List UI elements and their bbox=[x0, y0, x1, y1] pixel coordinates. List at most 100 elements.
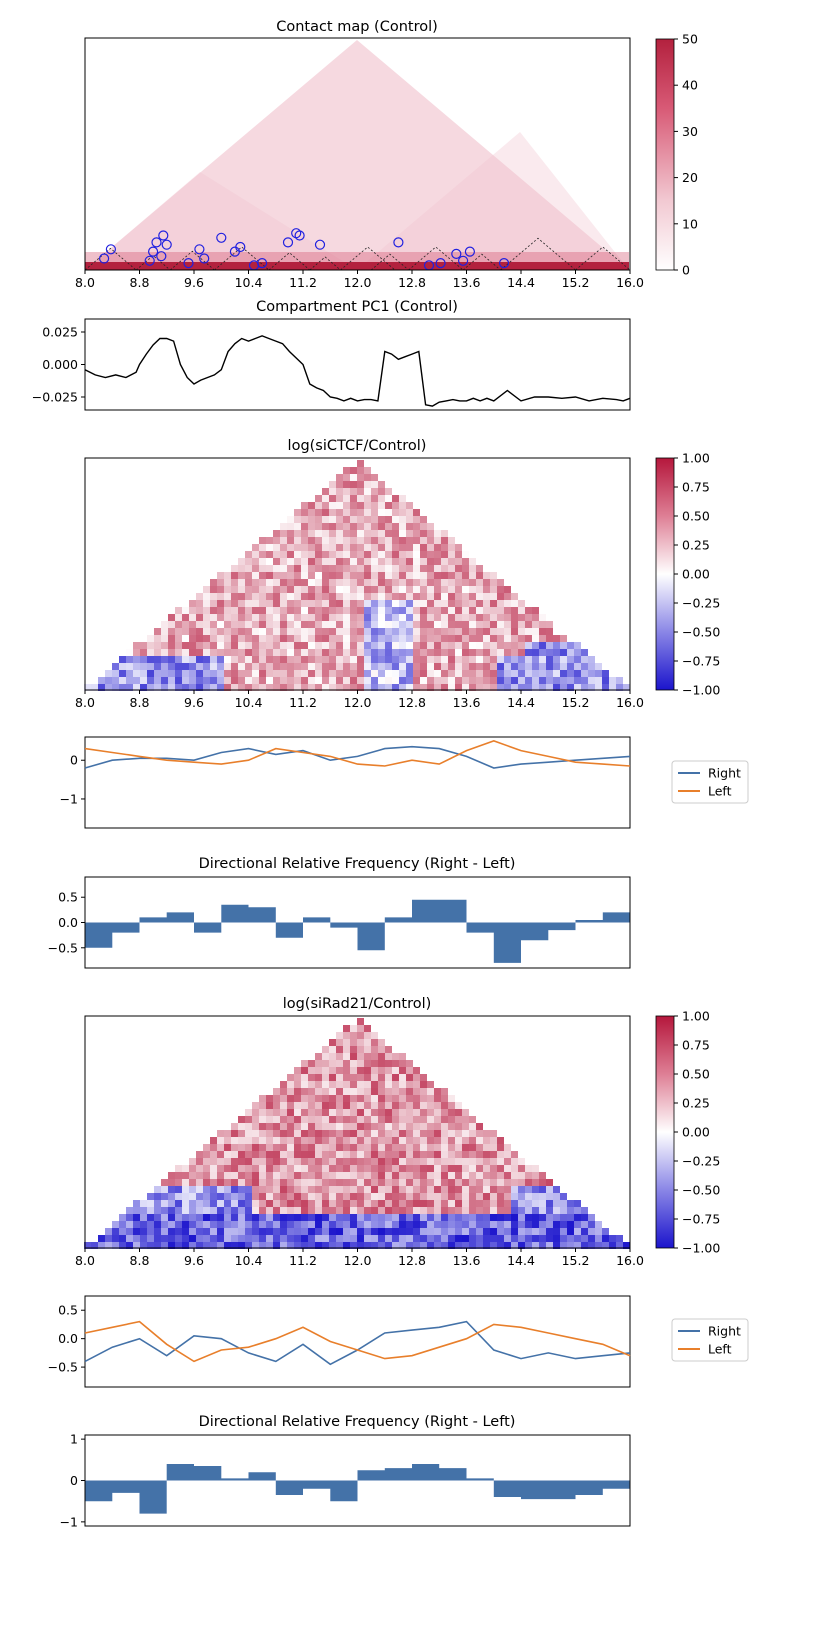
heatmap-cell bbox=[567, 642, 574, 649]
heatmap-cell bbox=[336, 1179, 343, 1186]
heatmap-cell bbox=[308, 544, 315, 551]
heatmap-cell bbox=[224, 1137, 231, 1144]
heatmap-cell bbox=[294, 1102, 301, 1109]
heatmap-cell bbox=[574, 1242, 581, 1249]
heatmap-cell bbox=[301, 537, 308, 544]
heatmap-cell bbox=[308, 565, 315, 572]
heatmap-cell bbox=[532, 663, 539, 670]
heatmap-cell bbox=[294, 1067, 301, 1074]
heatmap-cell bbox=[413, 1235, 420, 1242]
heatmap-cell bbox=[420, 537, 427, 544]
heatmap-cell bbox=[539, 1193, 546, 1200]
heatmap-cell bbox=[539, 628, 546, 635]
heatmap-cell bbox=[476, 586, 483, 593]
heatmap-cell bbox=[371, 1123, 378, 1130]
heatmap-cell bbox=[238, 621, 245, 628]
heatmap-cell bbox=[259, 1116, 266, 1123]
heatmap-cell bbox=[378, 670, 385, 677]
heatmap-cell bbox=[371, 1235, 378, 1242]
contact-map-x-tick-label: 13.6 bbox=[453, 275, 481, 290]
heatmap-cell bbox=[539, 642, 546, 649]
heatmap-cell bbox=[336, 600, 343, 607]
heatmap-cell bbox=[406, 1228, 413, 1235]
heatmap-cell bbox=[616, 677, 623, 684]
heatmap-cell bbox=[511, 1186, 518, 1193]
rad21-ratio-colorbar-tick-label: −1.00 bbox=[682, 1241, 720, 1256]
heatmap-cell bbox=[420, 621, 427, 628]
heatmap-cell bbox=[350, 1032, 357, 1039]
heatmap-cell bbox=[336, 642, 343, 649]
heatmap-cell bbox=[315, 628, 322, 635]
heatmap-cell bbox=[287, 1102, 294, 1109]
heatmap-cell bbox=[315, 1200, 322, 1207]
heatmap-cell bbox=[448, 1151, 455, 1158]
heatmap-cell bbox=[252, 1144, 259, 1151]
heatmap-cell bbox=[161, 642, 168, 649]
heatmap-cell bbox=[392, 502, 399, 509]
heatmap-cell bbox=[322, 1214, 329, 1221]
heatmap-cell bbox=[406, 1123, 413, 1130]
heatmap-cell bbox=[336, 586, 343, 593]
ctcf-legend: Right Left bbox=[671, 760, 749, 804]
heatmap-cell bbox=[525, 614, 532, 621]
heatmap-cell bbox=[364, 1053, 371, 1060]
heatmap-cell bbox=[175, 649, 182, 656]
heatmap-cell bbox=[252, 656, 259, 663]
heatmap-cell bbox=[238, 1158, 245, 1165]
heatmap-cell bbox=[364, 495, 371, 502]
heatmap-cell bbox=[182, 642, 189, 649]
heatmap-cell bbox=[329, 1193, 336, 1200]
heatmap-cell bbox=[378, 684, 385, 691]
heatmap-cell bbox=[371, 1060, 378, 1067]
heatmap-cell bbox=[245, 1116, 252, 1123]
heatmap-cell bbox=[259, 1151, 266, 1158]
heatmap-cell bbox=[392, 579, 399, 586]
heatmap-cell bbox=[364, 1207, 371, 1214]
tad-outlines bbox=[84, 237, 631, 271]
heatmap-cell bbox=[203, 642, 210, 649]
heatmap-cell bbox=[434, 1200, 441, 1207]
heatmap-cell bbox=[588, 1242, 595, 1249]
heatmap-cell bbox=[231, 593, 238, 600]
heatmap-cell bbox=[504, 1235, 511, 1242]
contact-map-x-tick-label: 14.4 bbox=[507, 275, 535, 290]
heatmap-cell bbox=[462, 642, 469, 649]
heatmap-cell bbox=[245, 1137, 252, 1144]
heatmap-cell bbox=[252, 544, 259, 551]
heatmap-cell bbox=[392, 1088, 399, 1095]
heatmap-cell bbox=[455, 1144, 462, 1151]
heatmap-cell bbox=[182, 670, 189, 677]
heatmap-cell bbox=[175, 628, 182, 635]
heatmap-cell bbox=[322, 558, 329, 565]
ctcf-ratio-title: log(siCTCF/Control) bbox=[288, 438, 427, 454]
heatmap-cell bbox=[413, 1081, 420, 1088]
heatmap-cell bbox=[329, 1235, 336, 1242]
heatmap-cell bbox=[448, 1137, 455, 1144]
heatmap-cell bbox=[203, 1151, 210, 1158]
heatmap-cell bbox=[406, 1235, 413, 1242]
heatmap-cell bbox=[623, 1242, 630, 1249]
heatmap-cell bbox=[539, 663, 546, 670]
heatmap-cell bbox=[497, 642, 504, 649]
heatmap-cell bbox=[168, 1193, 175, 1200]
heatmap-cell bbox=[392, 621, 399, 628]
heatmap-cell bbox=[476, 579, 483, 586]
heatmap-cell bbox=[280, 663, 287, 670]
heatmap-cell bbox=[378, 1235, 385, 1242]
heatmap-cell bbox=[581, 656, 588, 663]
contact-map-colorbar-tick-label: 40 bbox=[682, 78, 698, 93]
heatmap-cell bbox=[378, 565, 385, 572]
heatmap-cell bbox=[455, 1200, 462, 1207]
heatmap-cell bbox=[350, 1242, 357, 1249]
heatmap-cell bbox=[392, 1060, 399, 1067]
heatmap-cell bbox=[238, 656, 245, 663]
heatmap-cell bbox=[112, 663, 119, 670]
heatmap-cell bbox=[413, 1179, 420, 1186]
heatmap-cell bbox=[378, 495, 385, 502]
heatmap-cell bbox=[455, 565, 462, 572]
heatmap-cell bbox=[448, 593, 455, 600]
heatmap-cell bbox=[308, 558, 315, 565]
rad21-left-series-line bbox=[84, 1320, 631, 1363]
heatmap-cell bbox=[252, 1186, 259, 1193]
heatmap-cell bbox=[378, 572, 385, 579]
